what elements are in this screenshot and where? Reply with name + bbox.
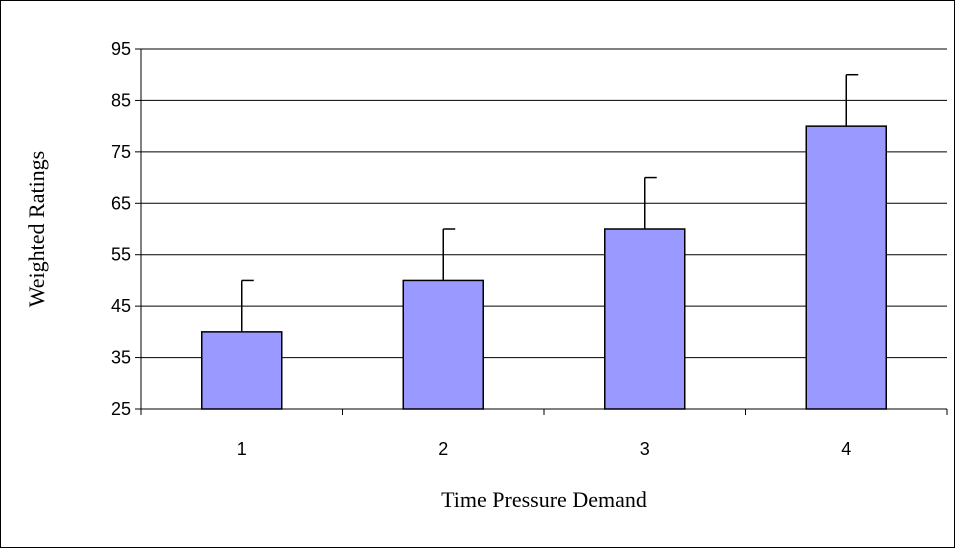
y-axis-title: Weighted Ratings — [24, 151, 49, 307]
x-tick-label-4: 4 — [841, 439, 851, 459]
bar-3 — [604, 228, 686, 410]
x-tick-label-1: 1 — [237, 439, 247, 459]
y-tick-label-95: 95 — [111, 39, 131, 59]
y-tick-label-45: 45 — [111, 296, 131, 316]
y-tick-label-25: 25 — [111, 399, 131, 419]
bars — [201, 73, 887, 410]
tick-labels: 25 35 45 55 65 75 85 95 1 2 3 4 — [111, 39, 851, 459]
axes — [135, 48, 948, 415]
y-tick-label-65: 65 — [111, 193, 131, 213]
y-tick-label-85: 85 — [111, 90, 131, 110]
x-tick-label-2: 2 — [438, 439, 448, 459]
x-tick-label-3: 3 — [640, 439, 650, 459]
bar-2 — [402, 279, 484, 410]
y-tick-label-35: 35 — [111, 348, 131, 368]
y-tick-label-75: 75 — [111, 142, 131, 162]
bar-1 — [201, 331, 283, 410]
bar-4 — [805, 125, 887, 410]
y-tick-label-55: 55 — [111, 245, 131, 265]
x-axis-title: Time Pressure Demand — [441, 487, 647, 512]
gridlines — [141, 48, 947, 359]
